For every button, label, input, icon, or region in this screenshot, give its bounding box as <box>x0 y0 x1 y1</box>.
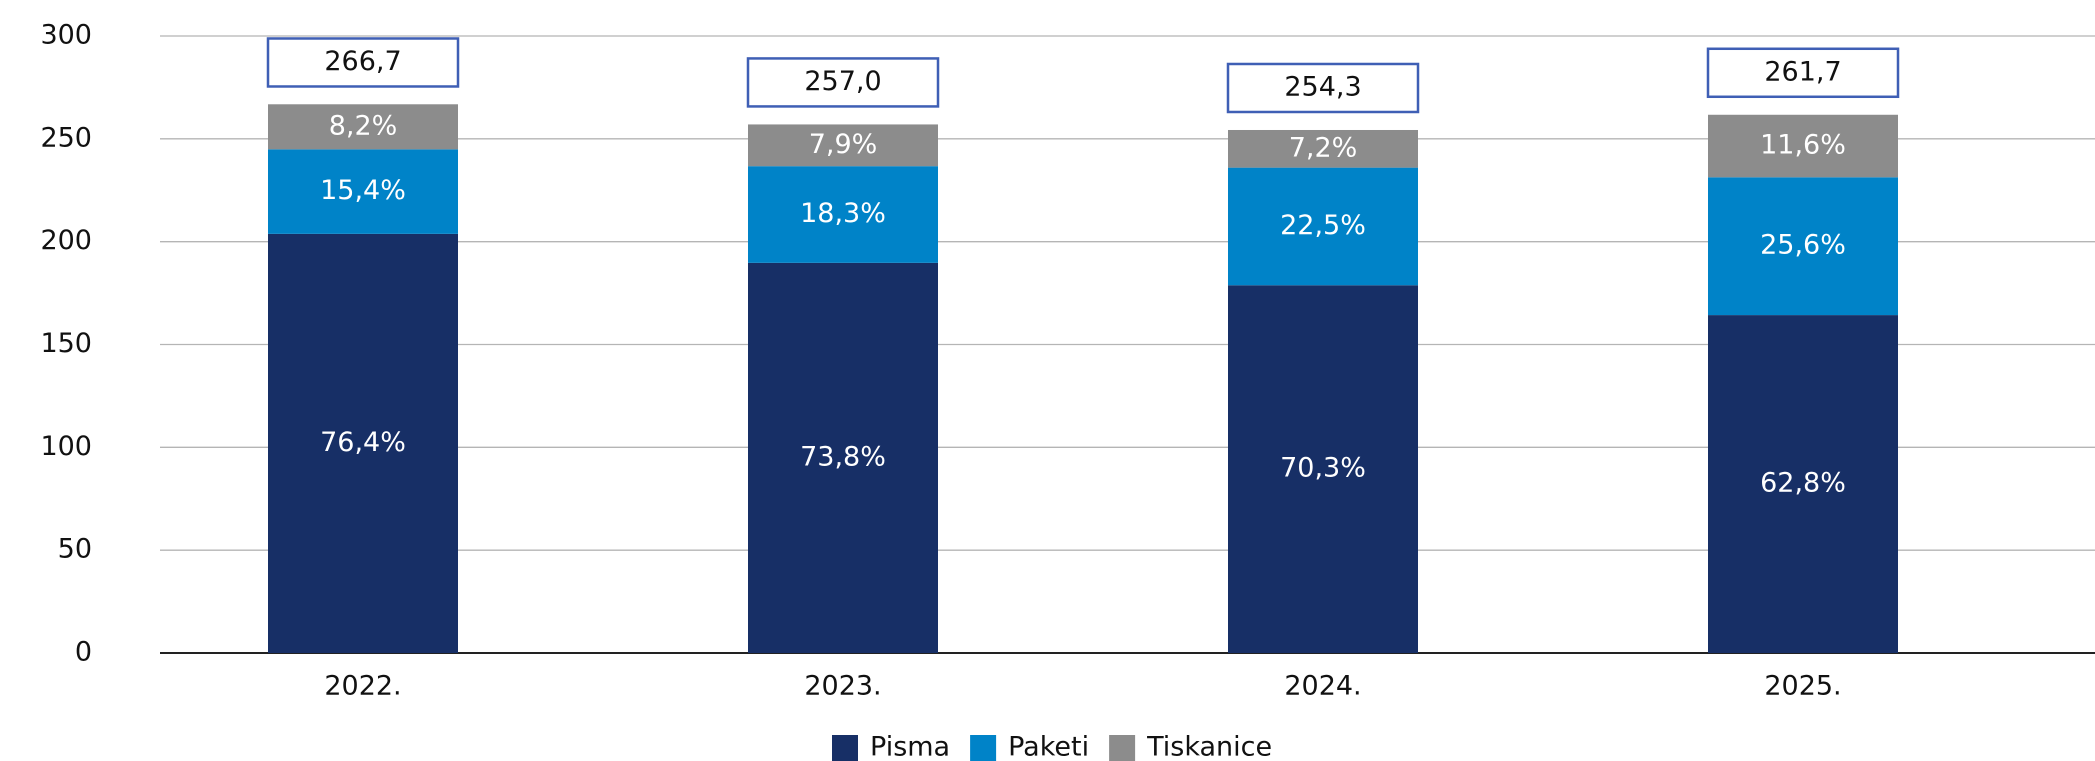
segment-label: 11,6% <box>1760 130 1846 161</box>
legend-label: Pisma <box>870 732 950 761</box>
total-label: 254,3 <box>1284 71 1361 102</box>
legend-swatch <box>1109 735 1136 761</box>
x-tick-label: 2023. <box>804 671 881 702</box>
segment-label: 7,2% <box>1289 132 1358 163</box>
bar-segment <box>748 166 938 263</box>
bar-segment <box>1228 129 1418 168</box>
legend-label: Tiskanice <box>1146 732 1272 761</box>
bar-segment <box>1228 167 1418 286</box>
bar-segment <box>1228 285 1418 653</box>
y-tick-label: 150 <box>40 328 92 359</box>
total-label: 257,0 <box>804 66 881 97</box>
bar-segment <box>268 104 458 150</box>
legend-swatch <box>970 735 997 761</box>
segment-label: 22,5% <box>1280 210 1366 241</box>
segment-label: 18,3% <box>800 198 886 229</box>
segment-label: 62,8% <box>1760 468 1846 499</box>
bar-segment <box>748 262 938 653</box>
segment-label: 7,9% <box>809 129 878 160</box>
bar-segment <box>748 124 938 167</box>
x-tick-label: 2022. <box>324 671 401 702</box>
segment-label: 76,4% <box>320 427 406 458</box>
y-tick-label: 200 <box>40 225 92 256</box>
bar-segment <box>1708 315 1898 653</box>
y-tick-label: 100 <box>40 431 92 462</box>
x-tick-label: 2025. <box>1764 671 1841 702</box>
total-box <box>746 57 940 108</box>
x-tick-label: 2024. <box>1284 671 1361 702</box>
y-tick-label: 250 <box>40 122 92 153</box>
bar-segment <box>268 233 458 654</box>
segment-label: 73,8% <box>800 441 886 472</box>
y-tick-label: 50 <box>58 534 92 565</box>
bar-segment <box>268 149 458 234</box>
total-label: 261,7 <box>1764 56 1841 87</box>
legend-swatch <box>832 735 858 761</box>
segment-label: 15,4% <box>320 175 406 206</box>
segment-label: 25,6% <box>1760 230 1846 261</box>
segment-label: 8,2% <box>329 110 398 141</box>
bar-segment <box>1708 114 1898 178</box>
total-box <box>1706 47 1900 99</box>
y-tick-label: 0 <box>75 637 92 668</box>
y-tick-label: 300 <box>40 20 92 51</box>
total-box <box>266 37 460 88</box>
segment-label: 70,3% <box>1280 453 1366 484</box>
total-label: 266,7 <box>324 46 401 77</box>
bar-segment <box>1708 177 1898 316</box>
legend-label: Paketi <box>1008 732 1089 761</box>
total-box <box>1226 62 1420 114</box>
